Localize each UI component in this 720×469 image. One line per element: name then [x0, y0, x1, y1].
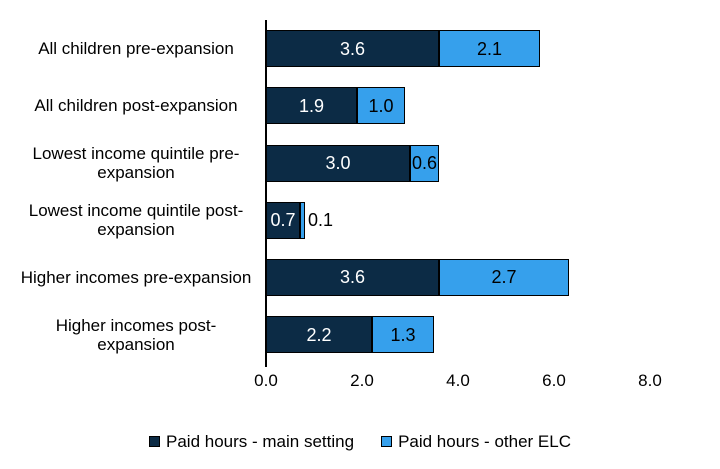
category-label: Higher incomes pre-expansion [20, 267, 252, 287]
category-label: Lowest income quintile pre- expansion [32, 143, 240, 182]
category-label: Lowest income quintile post- expansion [28, 201, 244, 240]
bar-segment-other-elc: 1.0 [357, 87, 405, 125]
category-label: Higher incomes post- expansion [55, 315, 217, 354]
x-tick-label: 4.0 [446, 371, 470, 390]
bar-value-label: 2.7 [491, 267, 517, 288]
bar-segment-main-setting: 3.0 [266, 144, 410, 182]
bar-segment-main-setting: 2.2 [266, 316, 372, 354]
bar-segment-main-setting: 1.9 [266, 87, 357, 125]
bar-value-label: 3.0 [325, 153, 351, 173]
legend: Paid hours - main setting Paid hours - o… [0, 432, 720, 452]
legend-label-main-setting: Paid hours - main setting [166, 431, 355, 451]
category-label: All children pre-expansion [38, 39, 234, 59]
legend-item-other-elc: Paid hours - other ELC [381, 432, 571, 452]
x-tick-label: 2.0 [350, 371, 374, 390]
bar-segment-main-setting: 3.6 [266, 30, 439, 68]
bar-segment-other-elc: 2.7 [439, 258, 569, 296]
legend-swatch-main-setting [149, 436, 161, 447]
bar-value-label: 3.6 [339, 38, 366, 59]
bar-value-label: 0.7 [270, 210, 296, 231]
bar-segment-main-setting: 3.6 [266, 258, 439, 296]
bar-segment-other-elc: 2.1 [439, 30, 540, 68]
bar-value-label: 0.6 [411, 153, 438, 173]
legend-item-main-setting: Paid hours - main setting [149, 432, 354, 452]
bar-value-label: 2.1 [476, 38, 503, 59]
legend-swatch-other-elc [381, 436, 393, 447]
bar-value-label: 2.2 [306, 324, 332, 345]
bar-value-label: 0.1 [308, 210, 334, 231]
x-tick-label: 0.0 [254, 371, 278, 390]
bar-segment-other-elc [300, 201, 305, 239]
x-tick-label: 6.0 [542, 371, 566, 390]
bar-value-label: 1.9 [298, 95, 325, 116]
category-label: All children post-expansion [34, 96, 238, 116]
bar-value-label: 1.0 [368, 95, 394, 116]
x-tick-label: 8.0 [638, 371, 662, 390]
bar-segment-other-elc: 0.6 [410, 144, 439, 182]
category-axis-line [265, 20, 267, 367]
legend-label-other-elc: Paid hours - other ELC [398, 431, 571, 451]
bar-value-label: 3.6 [339, 267, 366, 288]
bar-segment-main-setting: 0.7 [266, 201, 300, 239]
bar-value-label: 1.3 [390, 324, 416, 345]
bar-segment-other-elc: 1.3 [372, 316, 434, 354]
